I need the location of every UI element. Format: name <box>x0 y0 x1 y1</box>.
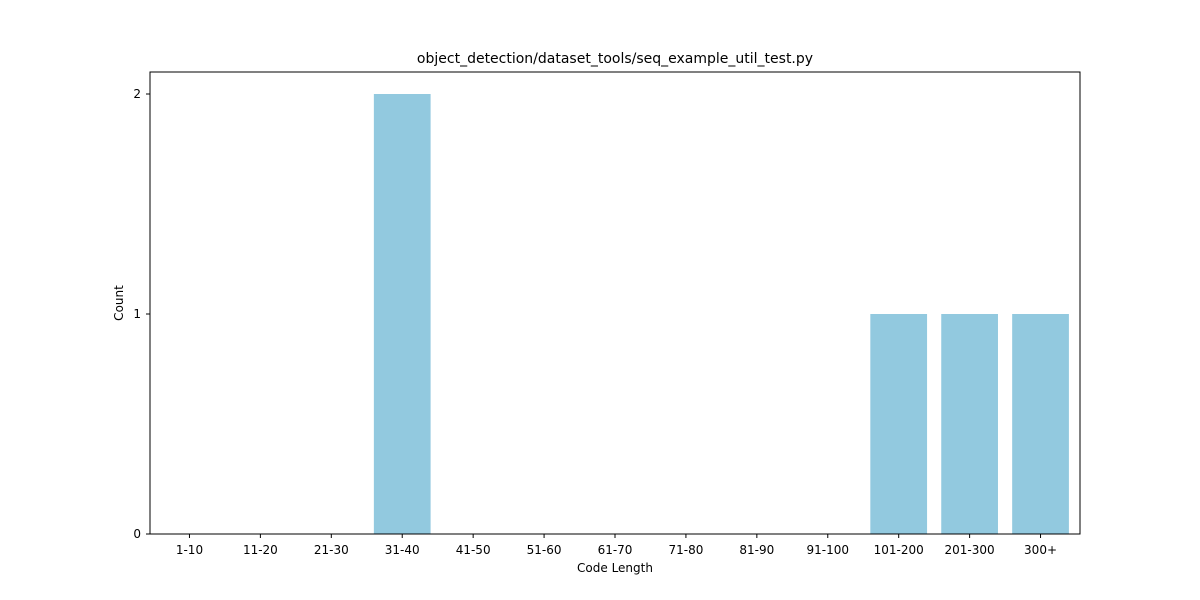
y-tick-label: 0 <box>133 527 141 541</box>
y-axis-label: Count <box>112 285 126 321</box>
x-tick-label: 51-60 <box>527 543 562 557</box>
x-tick-label: 101-200 <box>874 543 924 557</box>
bar-101-200 <box>870 314 928 534</box>
x-tick-label: 91-100 <box>807 543 850 557</box>
x-tick-label: 1-10 <box>176 543 203 557</box>
x-tick-label: 41-50 <box>456 543 491 557</box>
x-tick-label: 300+ <box>1024 543 1057 557</box>
y-tick-label: 2 <box>133 87 141 101</box>
x-tick-label: 11-20 <box>243 543 278 557</box>
bars-group <box>373 94 1069 534</box>
bar-31-40 <box>373 94 431 534</box>
x-axis: 1-10 11-20 21-30 31-40 41-50 51-60 61-70 71-80 8… <box>176 534 1057 557</box>
x-tick-label: 81-90 <box>739 543 774 557</box>
x-tick-label: 21-30 <box>314 543 349 557</box>
chart-title: object_detection/dataset_tools/seq_examp… <box>417 51 813 67</box>
y-tick-label: 1 <box>133 307 141 321</box>
bar-300+ <box>1012 314 1069 534</box>
x-tick-label: 201-300 <box>945 543 995 557</box>
y-axis: 0 1 2 <box>133 87 150 541</box>
bar-201-300 <box>941 314 998 534</box>
x-tick-label: 31-40 <box>385 543 420 557</box>
x-tick-label: 71-80 <box>668 543 703 557</box>
x-axis-label: Code Length <box>577 561 653 575</box>
plot-frame <box>149 71 1081 535</box>
x-tick-label: 61-70 <box>598 543 633 557</box>
